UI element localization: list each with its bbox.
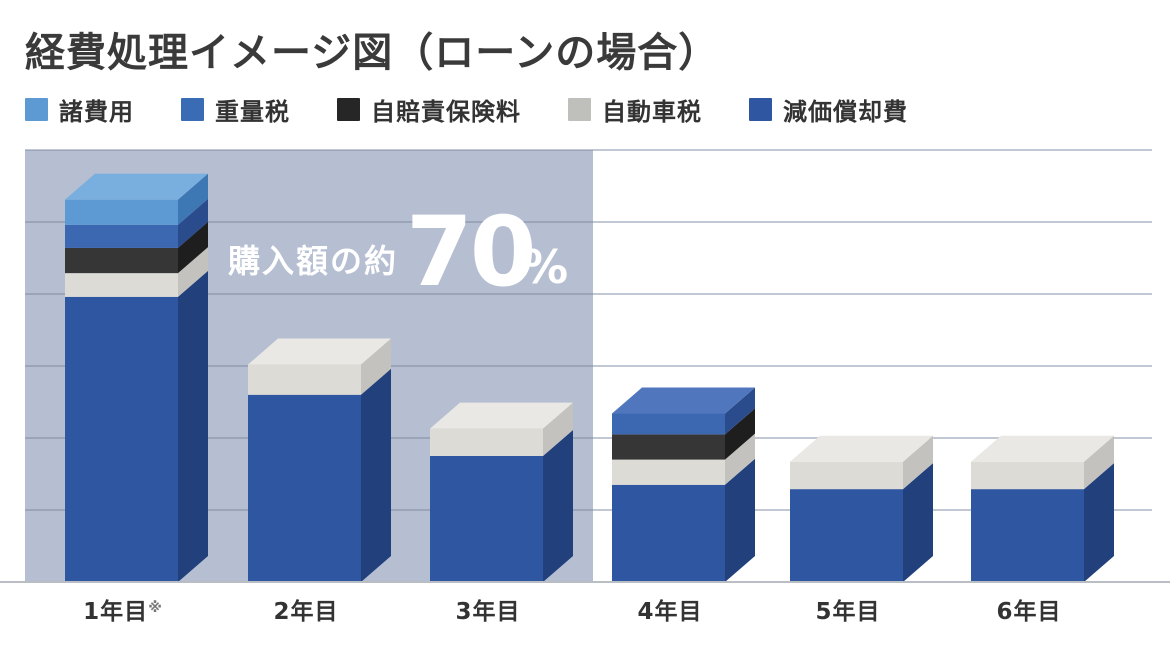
bar-year-6 bbox=[971, 435, 1114, 582]
x-axis-label-5: 5年目 bbox=[815, 598, 880, 625]
bar-segment-減価償却費 bbox=[65, 296, 178, 582]
bar-segment-自動車税 bbox=[65, 273, 178, 297]
legend-item-label: 重量税 bbox=[215, 98, 290, 126]
bar-year-1 bbox=[65, 173, 208, 582]
legend: 諸費用 重量税 自賠責保険料 自動車税 減価償却費 bbox=[25, 92, 908, 127]
bar-segment-side-減価償却費 bbox=[1084, 463, 1114, 582]
legend-swatch-icon bbox=[749, 98, 772, 121]
bar-segment-side-減価償却費 bbox=[543, 430, 573, 582]
bar-segment-side-減価償却費 bbox=[361, 368, 391, 582]
legend-swatch-icon bbox=[181, 98, 204, 121]
bar-segment-side-重量税 bbox=[725, 387, 755, 435]
annotation-unit: % bbox=[522, 240, 568, 294]
bar-segment-自動車税 bbox=[612, 459, 725, 485]
chart-title: 経費処理イメージ図（ローンの場合） bbox=[25, 30, 720, 76]
bar-segment-自動車税 bbox=[790, 461, 903, 490]
bar-segment-side-自動車税 bbox=[543, 402, 573, 456]
gridlines bbox=[25, 149, 1152, 511]
x-axis-label-1: 1年目※ bbox=[83, 598, 163, 625]
bars bbox=[65, 173, 1114, 582]
bar-segment-自賠責保険料 bbox=[612, 434, 725, 460]
bar-top-face bbox=[612, 387, 755, 414]
chart-area: 購入額の約 70 % 1年目※ 2年目 3年目 4年目 5年目 6年目 bbox=[0, 138, 1170, 658]
bar-year-2 bbox=[248, 338, 391, 582]
bar-segment-減価償却費 bbox=[612, 484, 725, 582]
bar-segment-side-自動車税 bbox=[725, 433, 755, 485]
legend-swatch-icon bbox=[25, 98, 48, 121]
bar-top-face bbox=[790, 435, 933, 462]
x-axis-label-2: 2年目 bbox=[273, 598, 338, 625]
bar-top-face bbox=[65, 173, 208, 200]
bar-segment-side-減価償却費 bbox=[725, 458, 755, 582]
x-axis-label-3: 3年目 bbox=[455, 598, 520, 625]
bar-segment-side-自賠責保険料 bbox=[725, 408, 755, 460]
stacked-bar-chart: 購入額の約 70 % 1年目※ 2年目 3年目 4年目 5年目 6年目 bbox=[0, 149, 1170, 625]
bar-segment-side-自動車税 bbox=[178, 247, 208, 297]
annotation-70-percent: 購入額の約 70 % bbox=[228, 196, 568, 308]
bar-segment-自動車税 bbox=[430, 428, 543, 456]
bar-segment-side-自賠責保険料 bbox=[178, 221, 208, 274]
bar-segment-自賠責保険料 bbox=[65, 247, 178, 274]
bar-segment-side-減価償却費 bbox=[903, 463, 933, 582]
bar-year-5 bbox=[790, 435, 933, 582]
legend-item-label: 諸費用 bbox=[59, 98, 134, 126]
bar-segment-自動車税 bbox=[971, 461, 1084, 490]
bar-segment-減価償却費 bbox=[790, 489, 903, 582]
footnote-mark: ※ bbox=[148, 600, 163, 616]
bar-year-3 bbox=[430, 402, 573, 582]
legend-swatch-icon bbox=[568, 98, 591, 121]
bar-segment-side-減価償却費 bbox=[178, 270, 208, 582]
bar-segment-side-諸費用 bbox=[178, 173, 208, 225]
annotation-value: 70 bbox=[406, 196, 534, 308]
bar-segment-減価償却費 bbox=[971, 489, 1084, 582]
legend-item-label: 自賠責保険料 bbox=[371, 98, 521, 126]
bar-segment-side-自動車税 bbox=[903, 435, 933, 490]
legend-item-label: 自動車税 bbox=[602, 98, 702, 126]
bar-segment-減価償却費 bbox=[430, 456, 543, 582]
bar-segment-重量税 bbox=[65, 224, 178, 248]
x-axis-label-4: 4年目 bbox=[637, 598, 702, 625]
bar-segment-自動車税 bbox=[248, 364, 361, 395]
bar-segment-side-自動車税 bbox=[361, 338, 391, 395]
bar-top-face bbox=[430, 402, 573, 429]
bar-top-face bbox=[248, 338, 391, 365]
legend-swatch-icon bbox=[337, 98, 360, 121]
bar-segment-side-自動車税 bbox=[1084, 435, 1114, 490]
bar-segment-諸費用 bbox=[65, 199, 178, 225]
legend-item-4: 自動車税 bbox=[568, 92, 702, 127]
bar-segment-重量税 bbox=[612, 413, 725, 435]
bar-segment-side-重量税 bbox=[178, 198, 208, 248]
legend-item-1: 諸費用 bbox=[25, 92, 134, 127]
bar-top-face bbox=[971, 435, 1114, 462]
annotation-prefix: 購入額の約 bbox=[228, 242, 398, 280]
legend-item-3: 自賠責保険料 bbox=[337, 92, 521, 127]
bar-segment-減価償却費 bbox=[248, 394, 361, 582]
x-axis-label-6: 6年目 bbox=[996, 598, 1061, 625]
legend-item-label: 減価償却費 bbox=[783, 98, 908, 126]
x-axis-labels: 1年目※ 2年目 3年目 4年目 5年目 6年目 bbox=[83, 598, 1061, 625]
legend-item-5: 減価償却費 bbox=[749, 92, 908, 127]
legend-item-2: 重量税 bbox=[181, 92, 290, 127]
bar-year-4 bbox=[612, 387, 755, 582]
